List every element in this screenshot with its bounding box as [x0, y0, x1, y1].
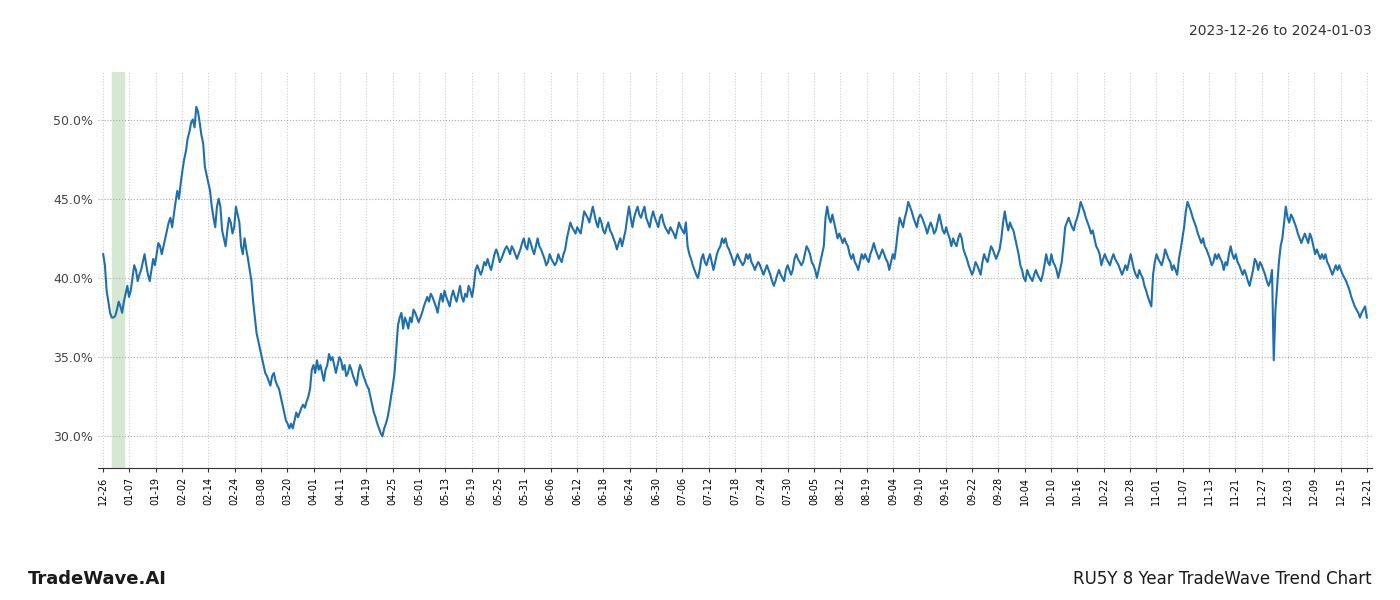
Text: RU5Y 8 Year TradeWave Trend Chart: RU5Y 8 Year TradeWave Trend Chart [1074, 570, 1372, 588]
Text: 2023-12-26 to 2024-01-03: 2023-12-26 to 2024-01-03 [1190, 24, 1372, 38]
Text: TradeWave.AI: TradeWave.AI [28, 570, 167, 588]
Bar [112, 72, 123, 468]
